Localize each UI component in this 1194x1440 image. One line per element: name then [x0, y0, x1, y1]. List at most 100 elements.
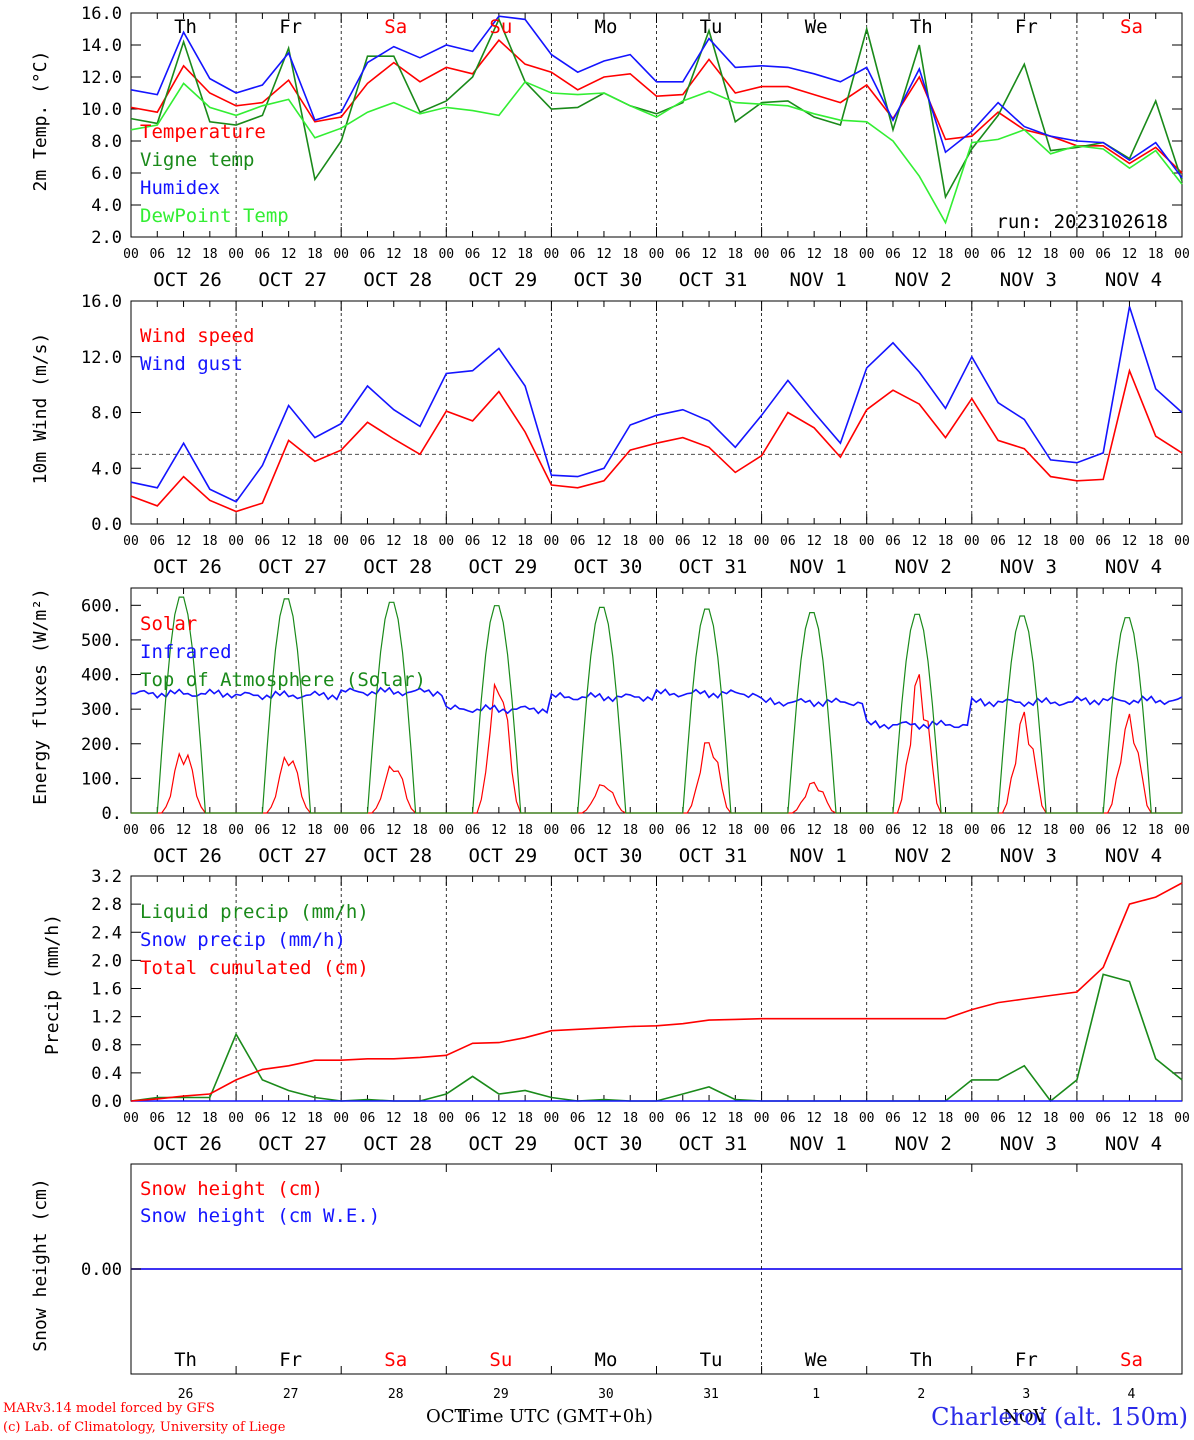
y-tick-label: 0.8	[91, 1036, 122, 1056]
y-tick-label: 6.0	[91, 164, 122, 184]
date-label: OCT 28	[363, 1133, 432, 1155]
weekday-label: Tu	[700, 16, 723, 38]
weekday-label: Sa	[1120, 1349, 1143, 1371]
hour-label: 06	[149, 1111, 165, 1126]
hour-label: 06	[675, 534, 691, 549]
hour-label: 06	[149, 534, 165, 549]
hour-label: 12	[176, 534, 192, 549]
hour-label: 12	[701, 534, 717, 549]
y-tick-label: 0.0	[91, 515, 122, 535]
hour-label: 12	[1017, 1111, 1033, 1126]
y-axis-label-4: Snow height (cm)	[30, 1178, 51, 1351]
hour-label: 12	[701, 247, 717, 262]
hour-label: 00	[1069, 534, 1085, 549]
hour-label: 12	[596, 247, 612, 262]
date-label: OCT 26	[153, 845, 222, 867]
hour-label: 12	[701, 823, 717, 838]
hour-label: 00	[1069, 823, 1085, 838]
date-label: NOV 4	[1105, 269, 1162, 291]
legend-vigne-temp: Vigne temp	[140, 149, 254, 171]
hour-label: 06	[1095, 1111, 1111, 1126]
hour-label: 18	[517, 247, 533, 262]
hour-label: 00	[964, 247, 980, 262]
hour-label: 06	[885, 823, 901, 838]
weekday-label: Th	[910, 16, 933, 38]
hour-label: 06	[885, 1111, 901, 1126]
hour-label: 00	[438, 534, 454, 549]
hour-label: 00	[1174, 823, 1190, 838]
hour-label: 12	[386, 1111, 402, 1126]
hour-label: 00	[333, 534, 349, 549]
hour-label: 18	[307, 823, 323, 838]
hour-label: 06	[465, 823, 481, 838]
hour-label: 06	[1095, 534, 1111, 549]
hour-label: 00	[544, 823, 560, 838]
hour-label: 12	[1122, 247, 1138, 262]
hour-label: 12	[386, 534, 402, 549]
y-tick-label: 8.0	[91, 404, 122, 424]
hour-label: 06	[675, 247, 691, 262]
hour-label: 06	[990, 1111, 1006, 1126]
date-label: OCT 30	[574, 1133, 643, 1155]
hour-label: 12	[911, 534, 927, 549]
date-label: OCT 27	[258, 845, 327, 867]
y-tick-label: 12.0	[81, 68, 122, 88]
date-label: NOV 2	[895, 845, 952, 867]
hour-label: 18	[727, 534, 743, 549]
date-label: NOV 1	[790, 556, 847, 578]
day-number-label: 3	[1022, 1387, 1030, 1402]
date-label: NOV 3	[1000, 556, 1057, 578]
hour-label: 12	[806, 247, 822, 262]
date-label: OCT 27	[258, 1133, 327, 1155]
hour-label: 06	[255, 823, 271, 838]
date-label: OCT 28	[363, 556, 432, 578]
day-number-label: 27	[283, 1387, 299, 1402]
hour-label: 18	[1043, 247, 1059, 262]
y-tick-label: 8.0	[91, 132, 122, 152]
weekday-label: Fr	[279, 1349, 302, 1371]
hour-label: 12	[1017, 534, 1033, 549]
hour-label: 00	[544, 1111, 560, 1126]
hour-label: 00	[859, 1111, 875, 1126]
hour-label: 18	[622, 534, 638, 549]
hour-label: 06	[780, 247, 796, 262]
hour-label: 06	[570, 823, 586, 838]
hour-label: 00	[859, 247, 875, 262]
date-label: NOV 1	[790, 845, 847, 867]
date-label: NOV 3	[1000, 845, 1057, 867]
y-tick-label: 600.	[81, 596, 122, 616]
hour-label: 12	[176, 823, 192, 838]
weekday-label: Fr	[1015, 1349, 1038, 1371]
hour-label: 12	[1122, 1111, 1138, 1126]
hour-label: 12	[491, 1111, 507, 1126]
hour-label: 18	[833, 1111, 849, 1126]
weekday-label: Sa	[384, 1349, 407, 1371]
hour-label: 18	[412, 534, 428, 549]
y-tick-label: 200.	[81, 735, 122, 755]
hour-label: 00	[228, 823, 244, 838]
hour-label: 12	[911, 823, 927, 838]
hour-label: 18	[202, 247, 218, 262]
hour-label: 12	[806, 823, 822, 838]
date-label: OCT 30	[574, 845, 643, 867]
hour-label: 00	[123, 247, 139, 262]
hour-label: 00	[544, 534, 560, 549]
legend-dewpoint-temp: DewPoint Temp	[140, 205, 289, 227]
weekday-label: Th	[174, 1349, 197, 1371]
hour-label: 12	[491, 534, 507, 549]
y-tick-label: 2.8	[91, 895, 122, 915]
hour-label: 06	[990, 534, 1006, 549]
bottom-month-right: NOV	[1003, 1406, 1047, 1427]
hour-label: 00	[859, 534, 875, 549]
date-label: NOV 3	[1000, 269, 1057, 291]
legend-snow-height-cm-: Snow height (cm)	[140, 1178, 323, 1200]
series-line-infrared	[131, 686, 1183, 731]
hour-label: 18	[1148, 534, 1164, 549]
hour-label: 00	[1174, 247, 1190, 262]
hour-label: 00	[544, 247, 560, 262]
weekday-label: We	[805, 1349, 828, 1371]
hour-label: 06	[570, 534, 586, 549]
hour-label: 18	[727, 823, 743, 838]
hour-label: 18	[833, 534, 849, 549]
weekday-label: Su	[489, 1349, 512, 1371]
